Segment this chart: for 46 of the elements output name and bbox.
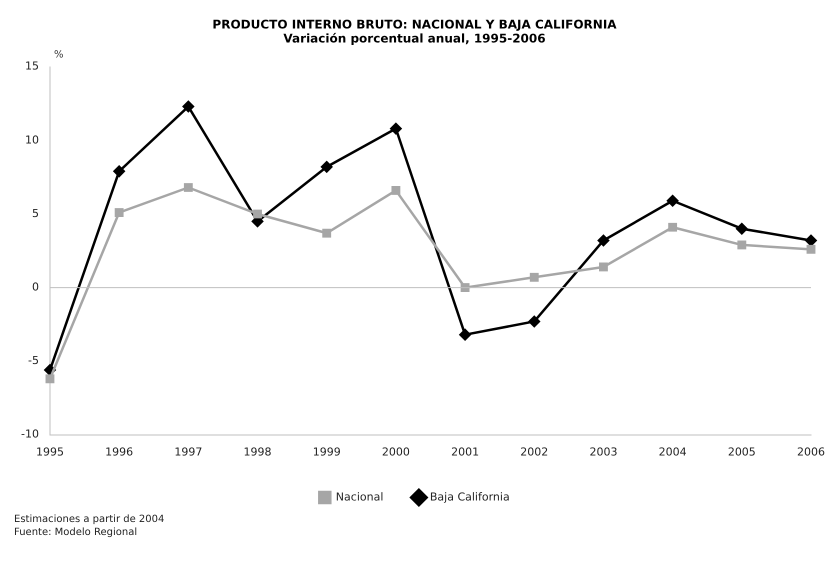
point — [391, 186, 400, 195]
point — [666, 195, 678, 206]
point — [184, 183, 193, 192]
x-tick-label: 1995 — [36, 445, 64, 458]
source-note: Fuente: Modelo Regional — [14, 526, 138, 539]
point — [182, 100, 194, 112]
x-tick-label: 2003 — [589, 445, 618, 458]
x-tick-label: 1998 — [244, 445, 272, 458]
point — [668, 222, 678, 232]
point — [113, 166, 125, 178]
y-tick-label: 5 — [32, 206, 39, 220]
x-tick-label: 2001 — [451, 445, 480, 458]
x-tick-label: 2000 — [382, 445, 410, 458]
y-tick-label: 15 — [24, 60, 39, 73]
point — [459, 328, 471, 340]
point — [736, 222, 748, 234]
y-tick-label: -10 — [21, 428, 39, 441]
point — [46, 374, 54, 384]
x-tick-label: 2005 — [728, 445, 756, 458]
y-tick-label: 10 — [24, 133, 39, 146]
point — [737, 240, 746, 250]
legend-label: Baja California — [430, 490, 510, 504]
point — [599, 262, 608, 272]
chart-subtitle: Variación porcentual anual, 1995-2006 — [283, 32, 546, 46]
x-tick-label: 2004 — [658, 445, 687, 458]
point — [530, 272, 539, 282]
point — [114, 208, 124, 217]
point — [320, 161, 332, 173]
y-axis-title: % — [54, 49, 64, 60]
point — [598, 234, 610, 246]
y-tick-label: 0 — [32, 280, 39, 294]
y-tick-label: -5 — [28, 354, 39, 368]
point — [253, 210, 262, 218]
point — [322, 228, 332, 238]
point — [528, 316, 540, 328]
text: Estimaciones a partir de 2004 — [14, 513, 166, 526]
x-tick-label: 1997 — [174, 445, 202, 458]
x-tick-label: 2006 — [797, 445, 825, 458]
chart-title: PRODUCTO INTERNO BRUTO: NACIONAL Y BAJA CALIFORNIA — [212, 17, 618, 32]
x-tick-label: 1996 — [105, 445, 134, 458]
legend-label: Nacional — [336, 490, 384, 504]
x-tick-label: 2002 — [520, 445, 548, 458]
point — [806, 244, 816, 254]
point — [390, 122, 402, 134]
x-tick-label: 1999 — [312, 445, 341, 458]
point — [805, 234, 817, 246]
